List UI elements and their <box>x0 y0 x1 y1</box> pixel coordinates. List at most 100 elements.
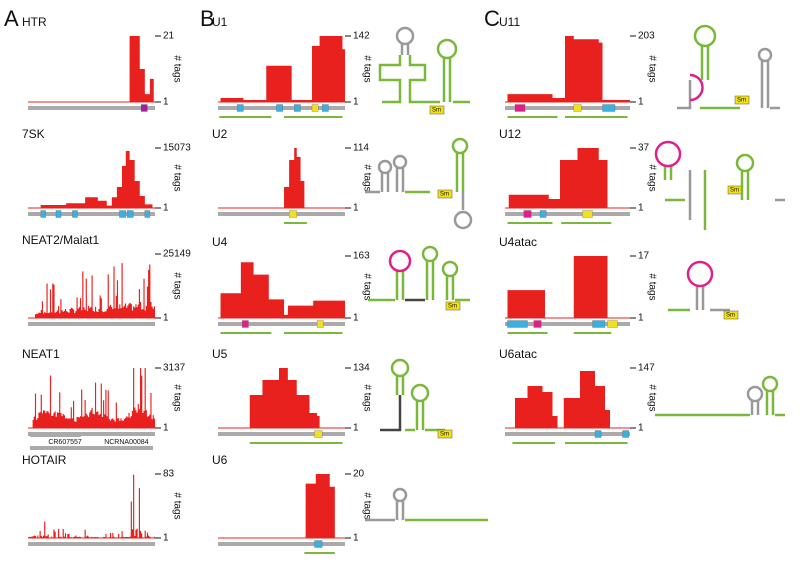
sm-box <box>437 189 453 199</box>
gene-feature <box>294 104 301 112</box>
gene-label: CR607557 <box>48 439 82 446</box>
coverage-profile <box>505 256 630 318</box>
stem <box>425 260 435 300</box>
gene-feature <box>40 210 46 218</box>
track-name: U1 <box>212 15 228 29</box>
gene-feature <box>539 210 547 218</box>
loop <box>686 260 714 288</box>
gene-bar <box>28 212 155 216</box>
track-name: U6 <box>212 453 228 467</box>
track-name: 7SK <box>22 127 45 141</box>
tick-label: 1 <box>638 97 644 108</box>
sm-box <box>734 95 750 105</box>
axis-label: # tags <box>171 272 182 299</box>
track-name: U2 <box>212 127 228 141</box>
coverage-profile <box>505 371 630 428</box>
gene-feature <box>602 104 616 112</box>
tick-label: 1 <box>638 203 644 214</box>
axis-label: # tags <box>646 55 657 82</box>
gene-feature <box>276 104 283 112</box>
gene-feature <box>126 210 134 218</box>
sm-box <box>437 429 453 439</box>
tick-label: 134 <box>353 363 370 374</box>
coverage-profile <box>28 368 155 428</box>
gene-feature <box>582 210 593 218</box>
track-name: NEAT1 <box>22 347 60 361</box>
stem <box>740 170 750 200</box>
loop <box>390 358 410 378</box>
loop <box>436 38 458 60</box>
loop <box>654 140 682 168</box>
stem <box>400 43 410 55</box>
gene-feature <box>533 320 542 328</box>
tick-label: 17 <box>638 251 650 262</box>
coverage-profile <box>505 148 630 208</box>
panel-letter: A <box>4 6 19 31</box>
coverage-profile <box>218 474 345 538</box>
tick-label: 1 <box>163 423 169 434</box>
gene-bar <box>28 432 155 436</box>
sm-label: Sm <box>726 313 735 319</box>
sm-box <box>445 301 461 311</box>
loop <box>388 249 412 273</box>
coverage-profile <box>218 262 345 318</box>
tick-label: 25149 <box>163 249 191 260</box>
stem <box>380 172 390 192</box>
axis-label: # tags <box>646 273 657 300</box>
track-name: U12 <box>499 127 521 141</box>
loop <box>689 73 704 102</box>
coverage-profile <box>218 148 345 208</box>
track-name: NEAT2/Malat1 <box>22 233 99 247</box>
tick-label: 1 <box>163 313 169 324</box>
tick-label: 1 <box>163 97 169 108</box>
axis-label: # tags <box>171 164 182 191</box>
gene-feature <box>622 430 629 438</box>
tick-label: 1 <box>638 313 644 324</box>
axis-label: # tags <box>361 492 372 519</box>
loop <box>746 385 764 403</box>
sm-label: Sm <box>448 304 457 310</box>
stem <box>455 152 465 192</box>
tick-label: 3137 <box>163 363 186 374</box>
track-name: HTR <box>22 15 47 29</box>
gene-bar <box>505 212 630 216</box>
gene-feature <box>573 104 582 112</box>
panel-letter: C <box>484 6 500 31</box>
sm-label: Sm <box>737 98 746 104</box>
tick-label: 1 <box>353 97 359 108</box>
loop <box>453 210 473 230</box>
axis-label: # tags <box>171 384 182 411</box>
track-name: U5 <box>212 347 228 361</box>
axis-label: # tags <box>361 55 372 82</box>
track-name: U11 <box>499 15 520 29</box>
gene-feature <box>288 210 297 218</box>
gene-label: NCRNA00084 <box>104 439 148 446</box>
coverage-profile <box>28 151 155 208</box>
stem <box>765 390 775 415</box>
tick-label: 147 <box>638 363 655 374</box>
gene-feature <box>241 320 249 328</box>
gene-feature <box>140 104 148 112</box>
gene-bar <box>218 322 345 326</box>
axis-label: # tags <box>361 273 372 300</box>
coverage-profile <box>218 368 345 428</box>
coverage-profile <box>28 263 155 318</box>
sm-box <box>723 310 739 320</box>
gene-feature <box>311 104 319 112</box>
sm-box <box>429 105 445 115</box>
tick-label: 83 <box>163 469 175 480</box>
track-name: U4atac <box>499 235 537 249</box>
stem <box>395 270 405 300</box>
axis-label: # tags <box>171 55 182 82</box>
gene-feature <box>236 104 244 112</box>
gene-bar <box>28 542 155 546</box>
loop <box>392 487 408 503</box>
loop <box>757 47 773 63</box>
gene-bar <box>505 432 630 436</box>
tick-label: 21 <box>163 31 175 42</box>
axis-label: # tags <box>646 164 657 191</box>
gene-bar <box>28 106 155 110</box>
gene-bar <box>30 433 81 437</box>
gene-bar <box>218 212 345 216</box>
gene-bar <box>505 106 630 110</box>
